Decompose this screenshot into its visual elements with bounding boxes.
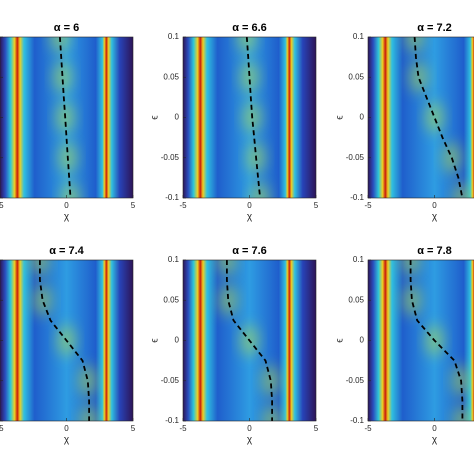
heatmap (183, 37, 316, 198)
ridge-glow (33, 284, 52, 317)
x-tick-label: 5 (314, 424, 319, 433)
y-tick-label: -0.05 (161, 376, 180, 385)
y-tick-label: -0.1 (165, 416, 179, 425)
y-tick-label: -0.1 (350, 416, 364, 425)
ridge-glow (219, 284, 238, 317)
ridge-glow (237, 37, 256, 53)
panel: -5 0 5 -0.1 -0.05 0 0.05 0.1 χ ϵ α = 7.6 (150, 245, 319, 446)
ridge-glow (453, 405, 472, 421)
y-tick-label: 0.05 (348, 72, 364, 81)
x-axis-label: χ (432, 435, 438, 446)
x-tick-label: 0 (432, 201, 437, 210)
x-tick-label: 0 (64, 424, 69, 433)
heatmap (368, 37, 474, 198)
y-tick-label: 0.1 (168, 32, 180, 41)
x-tick-label: 5 (131, 201, 136, 210)
panel-title: α = 7.6 (232, 245, 267, 257)
ridge-glow (240, 61, 259, 94)
y-tick-label: 0.1 (353, 255, 365, 264)
curve (409, 260, 464, 421)
x-tick-label: -5 (0, 424, 4, 433)
heatmap-field (368, 260, 474, 421)
x-tick-label: 5 (131, 424, 136, 433)
y-tick-label: -0.1 (350, 193, 364, 202)
ridge-glow (53, 61, 72, 94)
heatmap (0, 37, 133, 198)
x-axis-label: χ (64, 435, 70, 446)
panel-title: α = 6.6 (232, 22, 267, 34)
ridge-glow (50, 37, 69, 53)
ridge-glow (80, 405, 99, 421)
y-tick-label: -0.1 (165, 193, 179, 202)
panel-title: α = 7.8 (417, 245, 452, 257)
x-tick-label: 0 (432, 424, 437, 433)
y-tick-label: -0.05 (161, 153, 180, 162)
x-tick-label: -5 (364, 424, 372, 433)
ridge-glow (30, 260, 49, 276)
y-tick-label: 0 (175, 336, 180, 345)
curve (245, 37, 261, 198)
y-tick-label: 0.1 (353, 32, 365, 41)
y-axis-label: ϵ (150, 338, 161, 343)
x-tick-label: -5 (364, 201, 372, 210)
ridge-glow (217, 260, 236, 276)
x-tick-label: 5 (314, 201, 319, 210)
panel-title: α = 6 (54, 22, 79, 34)
y-tick-label: 0.05 (348, 295, 364, 304)
y-axis-label: ϵ (335, 338, 346, 343)
ridge-glow (78, 364, 97, 397)
panel-title: α = 7.2 (417, 22, 452, 34)
y-tick-label: -0.05 (346, 153, 365, 162)
heatmap (183, 260, 316, 421)
y-tick-label: 0.05 (163, 72, 179, 81)
x-axis-label: χ (247, 212, 253, 223)
y-tick-label: 0 (360, 336, 365, 345)
x-tick-label: 0 (247, 424, 252, 433)
y-axis-label: ϵ (335, 115, 346, 120)
curve (226, 260, 273, 421)
ridge-glow (402, 284, 421, 317)
ridge-glow (261, 364, 280, 397)
curve (39, 260, 90, 421)
curve (413, 37, 464, 198)
panel: -5 0 5 -0.1 -0.05 0 0.05 0.1 χ ϵ α = 6.6 (150, 22, 319, 223)
y-tick-label: 0.05 (163, 295, 179, 304)
ridge-glow (409, 61, 428, 94)
x-axis-label: χ (64, 212, 70, 223)
y-tick-label: 0 (175, 113, 180, 122)
x-tick-label: -5 (179, 201, 187, 210)
x-axis-label: χ (432, 212, 438, 223)
curve (59, 37, 72, 198)
heatmap (0, 260, 133, 421)
ridge-glow (453, 182, 472, 198)
x-tick-label: -5 (0, 201, 4, 210)
x-tick-label: 0 (247, 201, 252, 210)
y-axis-label: ϵ (150, 115, 161, 120)
y-tick-label: -0.05 (346, 376, 365, 385)
ridge-glow (405, 37, 424, 53)
x-axis-label: χ (247, 435, 253, 446)
ridge-glow (425, 101, 444, 134)
heatmap (368, 260, 474, 421)
heatmap-field (368, 37, 474, 198)
y-tick-label: 0 (360, 113, 365, 122)
y-tick-label: 0.1 (168, 255, 180, 264)
x-tick-label: 0 (64, 201, 69, 210)
x-tick-label: -5 (179, 424, 187, 433)
ridge-glow (401, 260, 420, 276)
panel-title: α = 7.4 (49, 245, 84, 257)
